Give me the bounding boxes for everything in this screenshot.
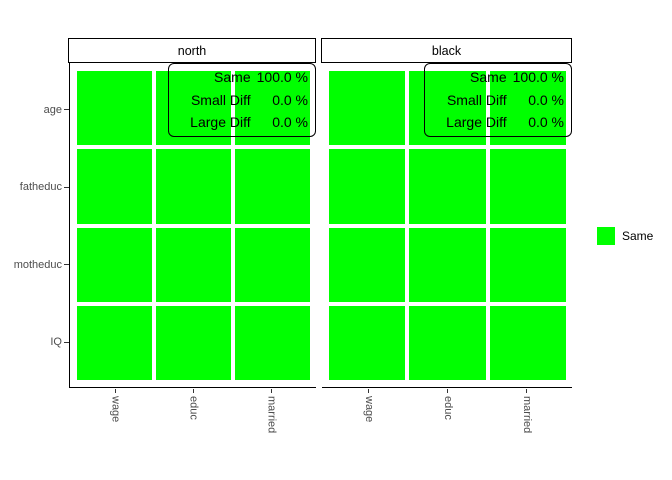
x-tick-mark	[447, 389, 448, 393]
y-tick-label: fatheduc	[19, 181, 62, 194]
annotation-value: 0.0 %	[528, 91, 564, 108]
heatmap-tile	[329, 71, 406, 146]
legend: Same	[597, 227, 653, 245]
y-axis-row: motheduc	[0, 226, 69, 304]
y-axis-row: age	[0, 71, 69, 149]
y-tick-mark	[64, 109, 69, 111]
heatmap-tile	[329, 149, 406, 224]
facet-strip-label: black	[431, 43, 462, 58]
heatmap-tile	[409, 305, 486, 380]
heatmap-tile	[156, 149, 231, 224]
y-tick-mark	[64, 341, 69, 343]
x-tick-label: wage	[363, 396, 375, 423]
x-tick-mark	[368, 389, 369, 393]
x-tick-mark	[114, 389, 116, 393]
y-axis: age fatheduc motheduc IQ	[0, 63, 69, 388]
annotation-value: 0.0 %	[528, 114, 564, 130]
heatmap-tile	[329, 305, 406, 380]
y-tick-label: age	[43, 103, 62, 116]
facet-panel-north: Same 100.0 % Small Diff 0.0 % Large Diff…	[69, 63, 316, 388]
x-tick-label: married	[265, 396, 278, 434]
facet-strip-north: north	[68, 38, 316, 63]
heatmap-tile	[235, 149, 310, 224]
x-tick-label: married	[521, 396, 533, 434]
annotation-label: Small Diff	[446, 91, 507, 108]
x-tick-mark	[270, 389, 272, 393]
summary-annotation-box: Same 100.0 % Small Diff 0.0 % Large Diff…	[424, 63, 572, 137]
x-axis-col: wage	[329, 389, 408, 433]
heatmap-tile	[156, 227, 231, 302]
x-tick-mark	[526, 389, 527, 393]
x-tick-label: educ	[442, 396, 454, 420]
heatmap-tile	[489, 71, 566, 146]
y-tick-label: motheduc	[13, 258, 62, 271]
heatmap-tile	[489, 227, 566, 302]
annotation-label: Large Diff	[190, 114, 251, 130]
y-tick-label: IQ	[50, 336, 62, 349]
y-tick-mark	[64, 186, 69, 188]
x-axis-col: educ	[408, 389, 487, 433]
y-axis-row: fatheduc	[0, 149, 69, 227]
x-tick-label: educ	[187, 396, 200, 420]
x-axis-col: married	[487, 389, 566, 433]
x-axis-black: wage educ married	[322, 389, 572, 433]
x-tick-label: wage	[109, 396, 122, 423]
heatmap-tile	[489, 149, 566, 224]
annotation-value: 100.0 %	[512, 69, 564, 85]
heatmap-tile	[235, 305, 310, 380]
annotation-value: 0.0 %	[272, 91, 308, 108]
heatmap-tile	[156, 305, 231, 380]
heatmap-tile	[77, 149, 152, 224]
heatmap-tile	[409, 227, 486, 302]
heatmap-tile	[77, 71, 152, 146]
y-tick-mark	[64, 264, 69, 266]
annotation-label: Large Diff	[446, 114, 507, 130]
heatmap-tile	[489, 305, 566, 380]
heatmap-tile	[77, 305, 152, 380]
heatmap-tile	[235, 71, 310, 146]
heatmap-tile	[235, 227, 310, 302]
heatmap-tile	[409, 149, 486, 224]
summary-annotation-box: Same 100.0 % Small Diff 0.0 % Large Diff…	[168, 63, 316, 137]
facet-panel-black: Same 100.0 % Small Diff 0.0 % Large Diff…	[322, 63, 572, 388]
y-axis-row: IQ	[0, 304, 69, 382]
annotation-label: Small Diff	[190, 91, 251, 108]
x-tick-mark	[192, 389, 194, 393]
annotation-value: 100.0 %	[256, 69, 308, 85]
facet-strip-label: north	[177, 43, 207, 58]
heatmap-tile	[329, 227, 406, 302]
x-axis-col: educ	[154, 389, 232, 433]
annotation-label: Same	[470, 69, 507, 85]
legend-key-swatch	[597, 227, 615, 245]
annotation-label: Same	[214, 69, 251, 85]
x-axis-col: wage	[76, 389, 154, 433]
heatmap-tile	[77, 227, 152, 302]
x-axis-north: wage educ married	[69, 389, 316, 433]
heatmap-grid	[329, 71, 566, 380]
heatmap-tile	[409, 71, 486, 146]
x-axis-col: married	[232, 389, 310, 433]
facet-strip-black: black	[321, 38, 572, 63]
annotation-value: 0.0 %	[272, 114, 308, 130]
legend-item-label: Same	[622, 229, 654, 243]
